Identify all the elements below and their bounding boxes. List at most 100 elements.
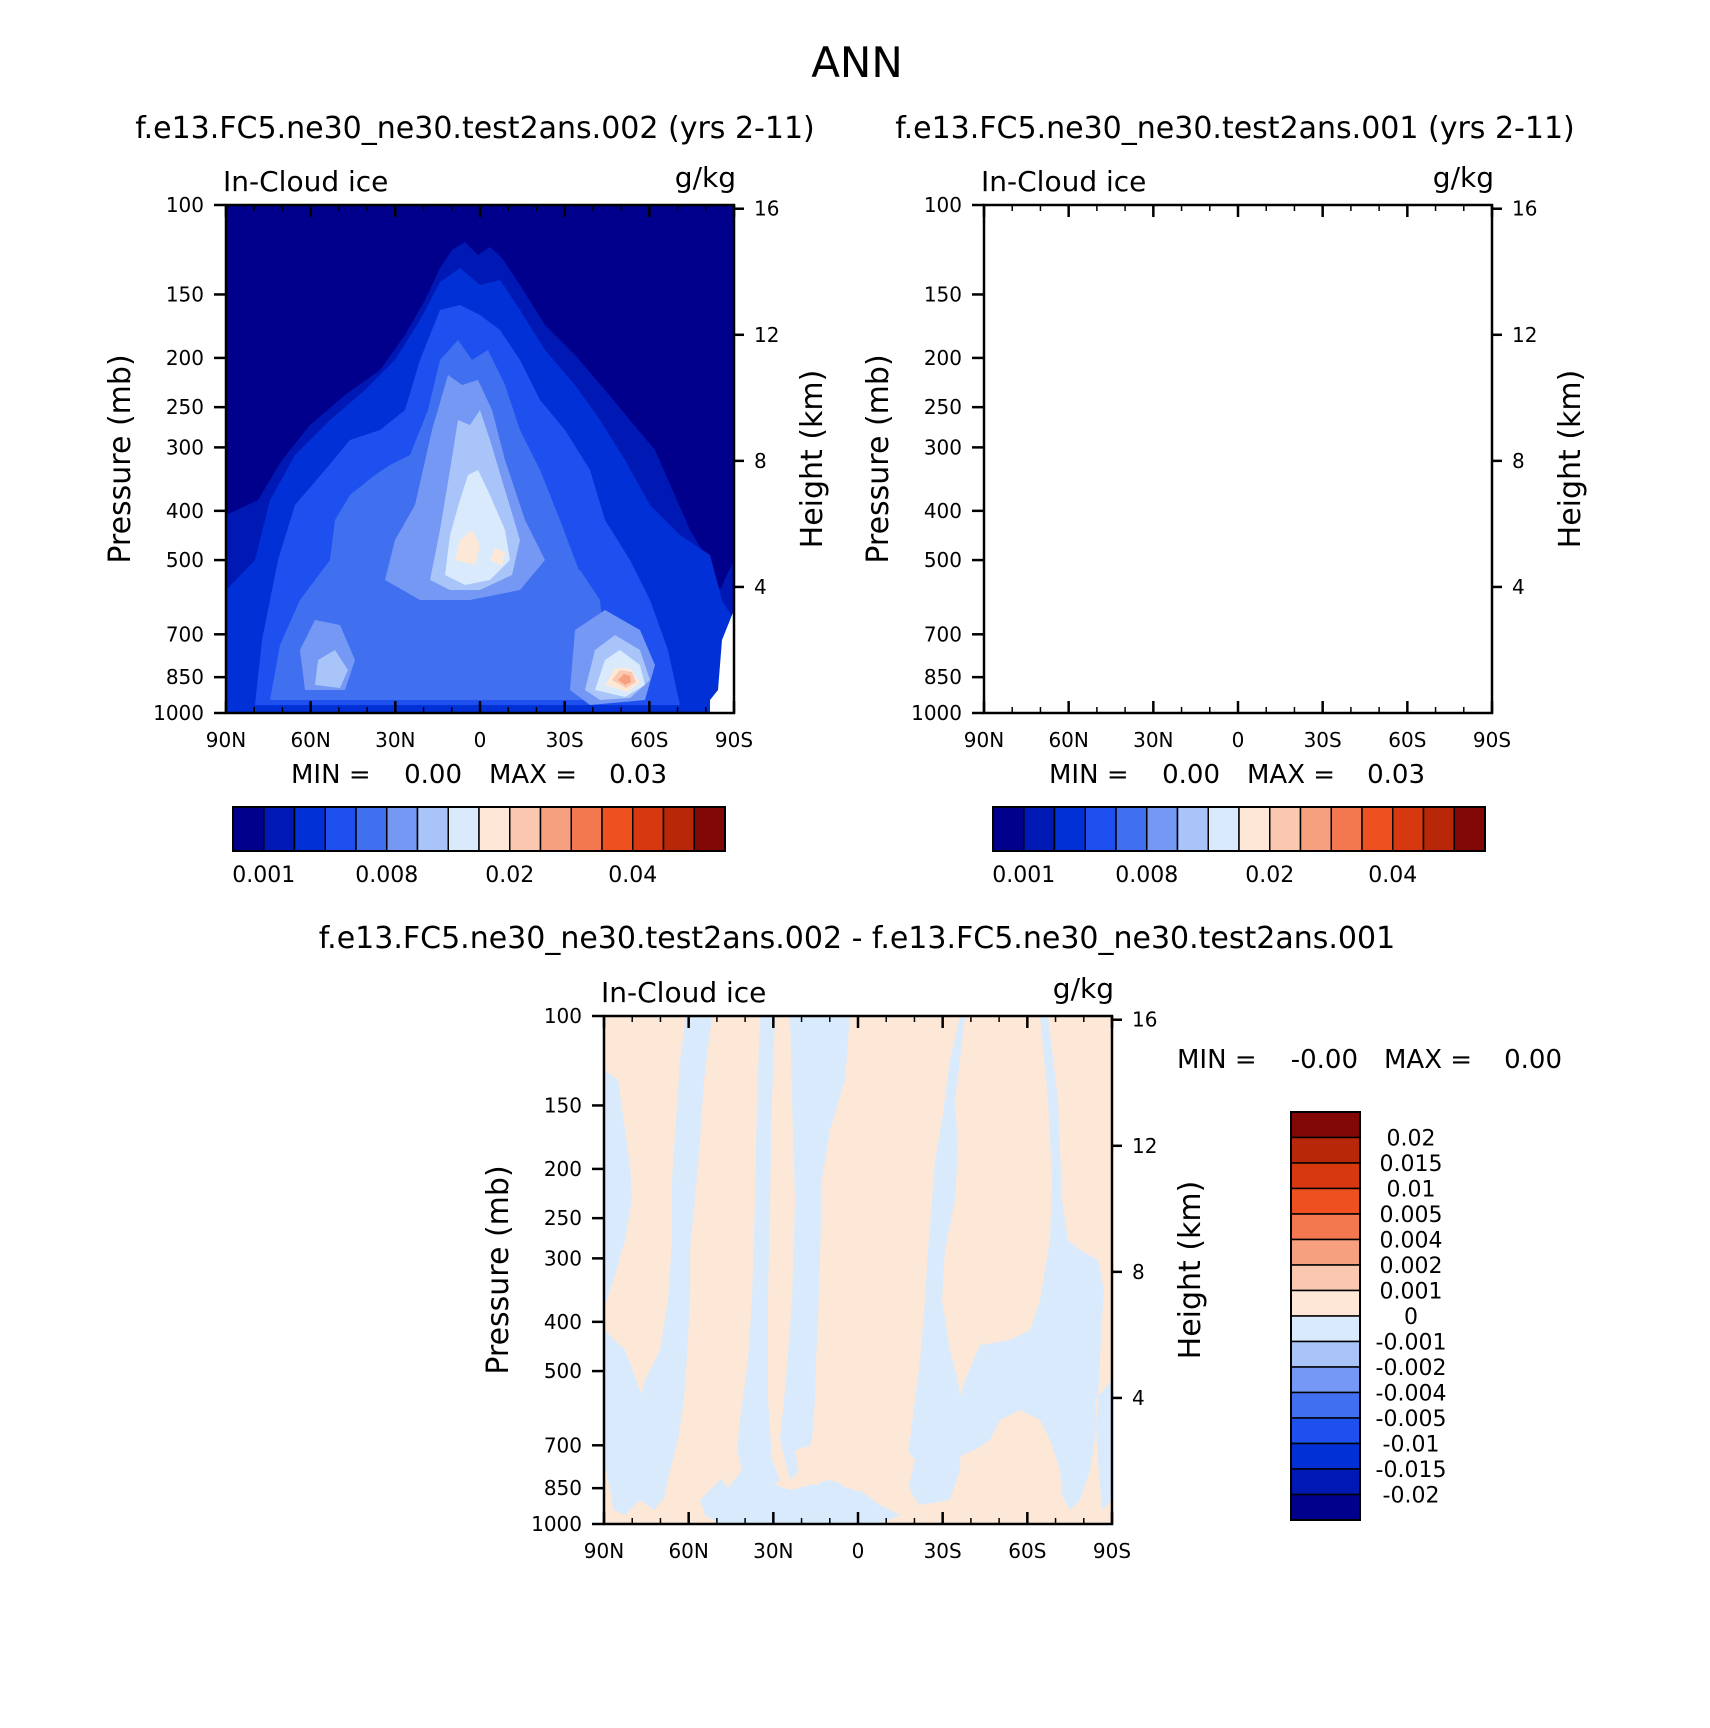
panel-1-colorbar-box xyxy=(1422,806,1455,852)
panel-2-colorbar-box xyxy=(1290,1493,1361,1521)
panel-0-x-tick-label: 90S xyxy=(715,728,753,752)
panel-0-colorbar-box xyxy=(355,806,388,852)
panel-0-y2-tick-label: 12 xyxy=(754,323,779,347)
panel-0-units-label: g/kg xyxy=(675,161,736,194)
panel-2-colorbar-labels: 0.020.0150.010.0050.0040.0020.0010-0.001… xyxy=(1376,1127,1447,1509)
panel-2-y-tick-label: 250 xyxy=(544,1206,582,1230)
panel-2-left-label: In-Cloud ice xyxy=(601,976,766,1009)
panel-1-min-value: 0.00 xyxy=(1162,760,1220,790)
panel-2-colorbar xyxy=(1290,1111,1361,1521)
panel-2-y-tick-label: 100 xyxy=(544,1004,582,1028)
panel-1-fill-level-1 xyxy=(984,242,1492,713)
panel-0-y-axis-label: Pressure (mb) xyxy=(103,354,138,563)
panel-1-x-minor-ticks xyxy=(1011,205,1465,713)
panel-2-colorbar-box xyxy=(1290,1187,1361,1215)
panel-2-y-tick-label: 850 xyxy=(544,1476,582,1500)
panel-1-y-tick-label: 150 xyxy=(924,282,962,306)
panel-1-fill-level-0 xyxy=(984,205,1492,713)
panel-1-colorbar-frame xyxy=(992,806,1486,852)
panel-1-y2-tick-label: 12 xyxy=(1512,323,1537,347)
panel-1-missing-region xyxy=(1468,610,1492,713)
panel-1-colorbar-box xyxy=(1207,806,1240,852)
panel-1-y-axis-label: Pressure (mb) xyxy=(861,354,896,563)
panel-0-colorbar-box xyxy=(478,806,511,852)
panel-1-frame xyxy=(982,203,1494,715)
panel-1-colorbar-box xyxy=(1084,806,1117,852)
panel-2-x-tick-label: 60S xyxy=(1008,1539,1046,1563)
panel-1-x-tick-labels: 90N 60N 30N 0 30S 60S 90S xyxy=(964,205,1511,752)
panel-2-colorbar-box xyxy=(1290,1391,1361,1419)
panel-2-min-value: -0.00 xyxy=(1291,1045,1358,1075)
panel-2-x-tick-label: 0 xyxy=(852,1539,865,1563)
panel-1-units-label: g/kg xyxy=(1433,161,1494,194)
panel-2-colorbar-label: 0.004 xyxy=(1380,1229,1443,1254)
panel-2-colorbar-label: -0.015 xyxy=(1376,1458,1447,1483)
panel-1-y-tick-label: 100 xyxy=(924,193,962,217)
panel-1-x-tick-label: 0 xyxy=(1232,728,1245,752)
panel-1-fill-level-9 xyxy=(1370,670,1394,688)
panel-2-colorbar-box xyxy=(1290,1162,1361,1190)
panel-1-x-tick-label: 60S xyxy=(1388,728,1426,752)
panel-2-colorbar-box xyxy=(1290,1289,1361,1317)
panel-0-colorbar-label: 0.02 xyxy=(485,863,534,888)
panel-2-colorbar-label: -0.004 xyxy=(1376,1382,1447,1407)
panel-1-y-tick-label: 1000 xyxy=(911,701,962,725)
panel-2-colorbar-label: 0.005 xyxy=(1380,1203,1443,1228)
panel-1-colorbar-box xyxy=(1053,806,1086,852)
panel-1-x-tick-label: 90N xyxy=(964,728,1004,752)
panel-2-colorbar-label: -0.01 xyxy=(1383,1433,1440,1458)
panel-1-colorbar xyxy=(992,806,1486,852)
panel-0-y2-tick-labels: 16 12 8 4 xyxy=(734,197,779,599)
panel-1-y-tick-label: 700 xyxy=(924,622,962,646)
panel-1-colorbar-box xyxy=(1453,806,1486,852)
panel-2-x-tick-label: 90S xyxy=(1093,1539,1131,1563)
panel-0-y2-axis-label: Height (km) xyxy=(795,370,830,549)
panel-0-max-value: 0.03 xyxy=(609,760,667,790)
panel-2-title: f.e13.FC5.ne30_ne30.test2ans.002 - f.e13… xyxy=(319,921,1395,956)
panel-2-colorbar-label: -0.02 xyxy=(1383,1484,1440,1509)
panel-2-y2-axis-label: Height (km) xyxy=(1173,1181,1208,1360)
panel-1-colorbar-box xyxy=(1146,806,1179,852)
panel-2-colorbar-box xyxy=(1290,1366,1361,1394)
panel-2-y-tick-label: 300 xyxy=(544,1246,582,1270)
panel-2-x-minor-ticks xyxy=(631,1016,1085,1524)
panel-1-fill-level-6 xyxy=(1073,410,1408,700)
panel-2-y-tick-label: 1000 xyxy=(531,1512,582,1536)
panel-1-y-tick-labels: 100 150 200 250 300 400 500 700 850 1000 xyxy=(911,193,984,725)
panel-1-colorbar-label: 0.001 xyxy=(992,863,1055,888)
panel-2-y-tick-labels: 100 150 200 250 300 400 500 700 850 1000 xyxy=(531,1004,604,1536)
panel-2-colorbar-box xyxy=(1290,1442,1361,1470)
panel-1-colorbar-labels: 0.001 0.008 0.02 0.04 xyxy=(992,863,1417,888)
panel-0-max-label: MAX = xyxy=(489,760,577,790)
panel-1-colorbar-label: 0.008 xyxy=(1115,863,1178,888)
panel-1-left-label: In-Cloud ice xyxy=(981,165,1146,198)
panel-1-y2-tick-label: 8 xyxy=(1512,449,1525,473)
panel-0-y-tick-label: 250 xyxy=(166,395,204,419)
panel-2-colorbar-box xyxy=(1290,1340,1361,1368)
panel-0-colorbar-box xyxy=(416,806,449,852)
panel-0-min-value: 0.00 xyxy=(404,760,462,790)
panel-1-colorbar-box xyxy=(1238,806,1271,852)
panel-2-colorbar-box xyxy=(1290,1468,1361,1496)
panel-1-y2-tick-labels: 16 12 8 4 xyxy=(1492,197,1537,599)
panel-2-y2-tick-labels: 16 12 8 4 xyxy=(1112,1008,1157,1410)
panel-0-y-tick-label: 700 xyxy=(166,622,204,646)
panel-2-colorbar-frame xyxy=(1290,1111,1361,1521)
panel-0-colorbar-box xyxy=(263,806,296,852)
panel-1-x-tick-label: 30N xyxy=(1133,728,1173,752)
panel-0-min-label: MIN = xyxy=(291,760,371,790)
panel-1-colorbar-label: 0.04 xyxy=(1368,863,1417,888)
panel-0-left-label: In-Cloud ice xyxy=(223,165,388,198)
figure-title: ANN xyxy=(811,38,903,87)
panel-0-colorbar-box xyxy=(539,806,572,852)
panel-0-colorbar-box xyxy=(324,806,357,852)
panel-0-y-tick-label: 1000 xyxy=(153,701,204,725)
panel-0-fill-level-10 xyxy=(618,674,631,685)
panel-2-units-label: g/kg xyxy=(1053,972,1114,1005)
panel-1-x-tick-label: 30S xyxy=(1304,728,1342,752)
panel-0-x-tick-label: 30N xyxy=(375,728,415,752)
panel-2-y2-tick-label: 4 xyxy=(1132,1386,1145,1410)
panel-1-max-label: MAX = xyxy=(1247,760,1335,790)
panel-2-colorbar-box xyxy=(1290,1111,1361,1139)
panel-1-fill-level-8 xyxy=(1213,530,1398,692)
